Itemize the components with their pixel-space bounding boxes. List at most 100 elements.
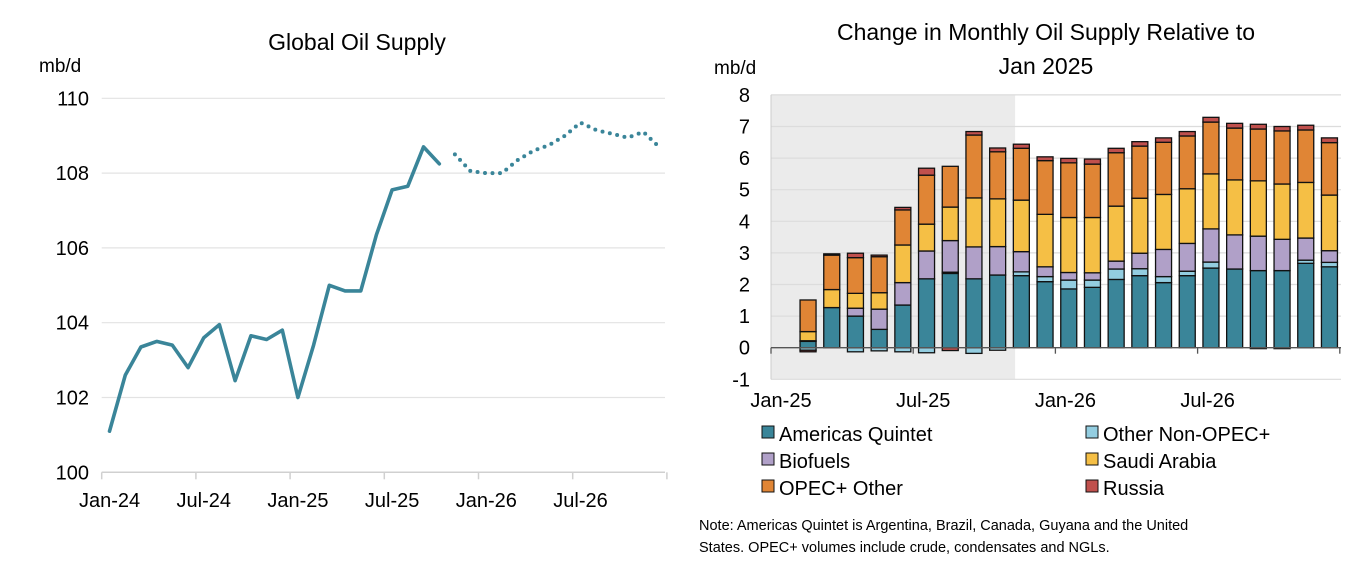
legend-item: Russia	[1085, 478, 1165, 500]
bar-stack-may-26	[1154, 137, 1173, 349]
right-y-axis: -1 0 1 2 3 4 5 6 7 8	[732, 85, 772, 391]
bar-segment-opec-other	[1012, 147, 1030, 201]
bar-segment-biofuels	[1083, 272, 1102, 281]
x-tick-label: Jul-24	[177, 490, 231, 512]
bar-segment-russia	[1060, 157, 1078, 164]
bar-segment-biofuels	[1107, 260, 1125, 270]
bar-stack-dec-26	[1320, 137, 1339, 349]
bar-segment-russia	[1273, 125, 1291, 132]
bar-segment-saudi-arabia	[1320, 194, 1339, 252]
bar-segment-other-non-opec-	[1202, 261, 1220, 269]
bar-segment-other-non-opec-	[1060, 279, 1078, 290]
x-tick-label: Jan-26	[1035, 390, 1096, 412]
y-tick-label: 104	[56, 313, 89, 335]
legend-label: Americas Quintet	[779, 424, 933, 446]
bar-segment-biofuels	[1178, 242, 1196, 272]
bar-segment-opec-other	[941, 165, 959, 208]
y-tick-label: 6	[739, 148, 750, 170]
y-tick-label: 3	[739, 243, 750, 265]
bar-segment-russia	[1249, 123, 1267, 130]
y-tick-label: 2	[739, 275, 750, 297]
bar-segment-biofuels	[1273, 238, 1291, 272]
bar-segment-americas-quintet	[1060, 288, 1078, 349]
legend-label: Russia	[1103, 478, 1165, 500]
bar-segment-other-non-opec-	[965, 347, 983, 355]
bar-segment-americas-quintet	[1249, 269, 1267, 349]
y-tick-label: 5	[739, 180, 750, 202]
y-tick-label: -1	[732, 369, 750, 391]
y-tick-label: 106	[56, 238, 89, 260]
bar-segment-opec-other	[1202, 121, 1220, 175]
bar-segment-americas-quintet	[1178, 275, 1196, 349]
bar-segment-russia	[870, 254, 888, 258]
bar-segment-russia	[1226, 122, 1244, 129]
legend-item: Saudi Arabia	[1085, 451, 1217, 473]
bar-segment-americas-quintet	[1012, 275, 1030, 349]
bar-segment-americas-quintet	[894, 304, 912, 349]
bar-segment-russia	[846, 252, 865, 259]
bar-segment-russia	[1178, 130, 1196, 137]
bar-segment-saudi-arabia	[799, 330, 817, 342]
left-gridlines	[101, 97, 665, 399]
bar-segment-americas-quintet	[870, 328, 888, 349]
bar-segment-russia	[1320, 137, 1339, 144]
bar-segment-opec-other	[1107, 152, 1125, 207]
note-line2: States. OPEC+ volumes include crude, con…	[699, 540, 1110, 556]
bar-segment-saudi-arabia	[1083, 216, 1102, 274]
y-tick-label: 100	[56, 462, 89, 484]
bar-segment-americas-quintet	[1226, 268, 1244, 349]
bar-stack-oct-26	[1273, 125, 1291, 350]
bar-segment-americas-quintet	[917, 278, 936, 349]
y-tick-label: 7	[739, 117, 750, 139]
legend-item: Americas Quintet	[761, 424, 933, 446]
bar-segment-americas-quintet	[1154, 281, 1173, 349]
bar-stack-apr-25	[846, 252, 865, 353]
x-tick-label: Jan-25	[750, 390, 811, 412]
bar-segment-saudi-arabia	[1178, 188, 1196, 245]
bar-segment-other-non-opec-	[1083, 279, 1102, 288]
bar-segment-opec-other	[1178, 135, 1196, 190]
bar-segment-other-non-opec-	[1320, 261, 1339, 268]
legend-item: Other Non-OPEC+	[1085, 424, 1270, 446]
bar-segment-opec-other	[846, 256, 865, 294]
bar-segment-biofuels	[917, 250, 936, 280]
y-tick-label: 0	[739, 338, 750, 360]
right-gridlines	[771, 94, 1341, 380]
right-chart-title-line2: Jan 2025	[999, 53, 1094, 79]
bar-segment-americas-quintet	[941, 272, 959, 349]
bar-segment-russia	[799, 349, 817, 353]
bar-segment-opec-other	[1083, 163, 1102, 219]
x-tick-label: Jul-25	[365, 490, 419, 512]
bar-segment-opec-other	[1297, 129, 1315, 184]
bar-segment-russia	[894, 206, 912, 211]
bar-stack-jul-25	[917, 167, 936, 354]
bar-segment-opec-other	[799, 299, 817, 333]
bar-segment-americas-quintet	[1083, 286, 1102, 349]
bar-segment-opec-other	[965, 134, 983, 199]
bar-segment-biofuels	[894, 281, 912, 306]
right-chart-title-line1: Change in Monthly Oil Supply Relative to	[837, 19, 1255, 45]
bar-segment-biofuels	[1060, 271, 1078, 281]
bar-stack-mar-25	[823, 253, 841, 349]
bar-stack-dec-25	[1036, 156, 1054, 349]
bar-segment-saudi-arabia	[1107, 205, 1125, 262]
bar-segment-americas-quintet	[989, 274, 1007, 349]
bar-segment-opec-other	[1273, 130, 1291, 185]
bar-segment-saudi-arabia	[894, 244, 912, 284]
left-x-axis: Jan-24 Jul-24 Jan-25 Jul-25 Jan-26 Jul-26	[79, 471, 668, 512]
bar-segment-biofuels	[965, 246, 983, 280]
x-tick-label: Jan-26	[456, 490, 517, 512]
bar-segment-russia	[1107, 147, 1125, 154]
bar-segment-saudi-arabia	[1226, 179, 1244, 236]
left-y-unit: mb/d	[39, 56, 81, 77]
bar-segment-biofuels	[1036, 266, 1054, 278]
bar-segment-russia	[1297, 124, 1315, 131]
global-oil-supply-chart: Global Oil Supply mb/d 100 102 104 106 108 11…	[39, 29, 668, 512]
y-tick-label: 110	[57, 88, 89, 110]
bar-segment-biofuels	[846, 307, 865, 317]
bar-segment-russia	[1083, 158, 1102, 165]
bar-stack-aug-26	[1226, 122, 1244, 349]
bar-segment-opec-other	[1320, 141, 1339, 196]
bar-stack-nov-25	[1012, 143, 1030, 349]
